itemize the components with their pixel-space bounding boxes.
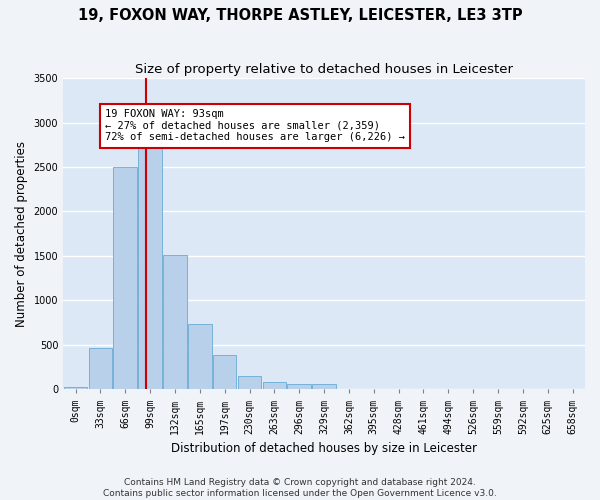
- Bar: [213, 354, 236, 390]
- Text: Contains HM Land Registry data © Crown copyright and database right 2024.
Contai: Contains HM Land Registry data © Crown c…: [103, 478, 497, 498]
- Bar: [113, 167, 137, 390]
- Bar: [89, 348, 112, 390]
- Bar: [188, 324, 212, 390]
- X-axis label: Distribution of detached houses by size in Leicester: Distribution of detached houses by size …: [171, 442, 477, 455]
- Bar: [64, 386, 88, 390]
- Bar: [287, 384, 311, 390]
- Bar: [312, 384, 336, 390]
- Bar: [163, 255, 187, 390]
- Bar: [238, 376, 262, 390]
- Bar: [263, 382, 286, 390]
- Text: 19 FOXON WAY: 93sqm
← 27% of detached houses are smaller (2,359)
72% of semi-det: 19 FOXON WAY: 93sqm ← 27% of detached ho…: [105, 109, 405, 142]
- Y-axis label: Number of detached properties: Number of detached properties: [15, 140, 28, 326]
- Bar: [139, 138, 162, 390]
- Text: 19, FOXON WAY, THORPE ASTLEY, LEICESTER, LE3 3TP: 19, FOXON WAY, THORPE ASTLEY, LEICESTER,…: [77, 8, 523, 22]
- Title: Size of property relative to detached houses in Leicester: Size of property relative to detached ho…: [135, 62, 513, 76]
